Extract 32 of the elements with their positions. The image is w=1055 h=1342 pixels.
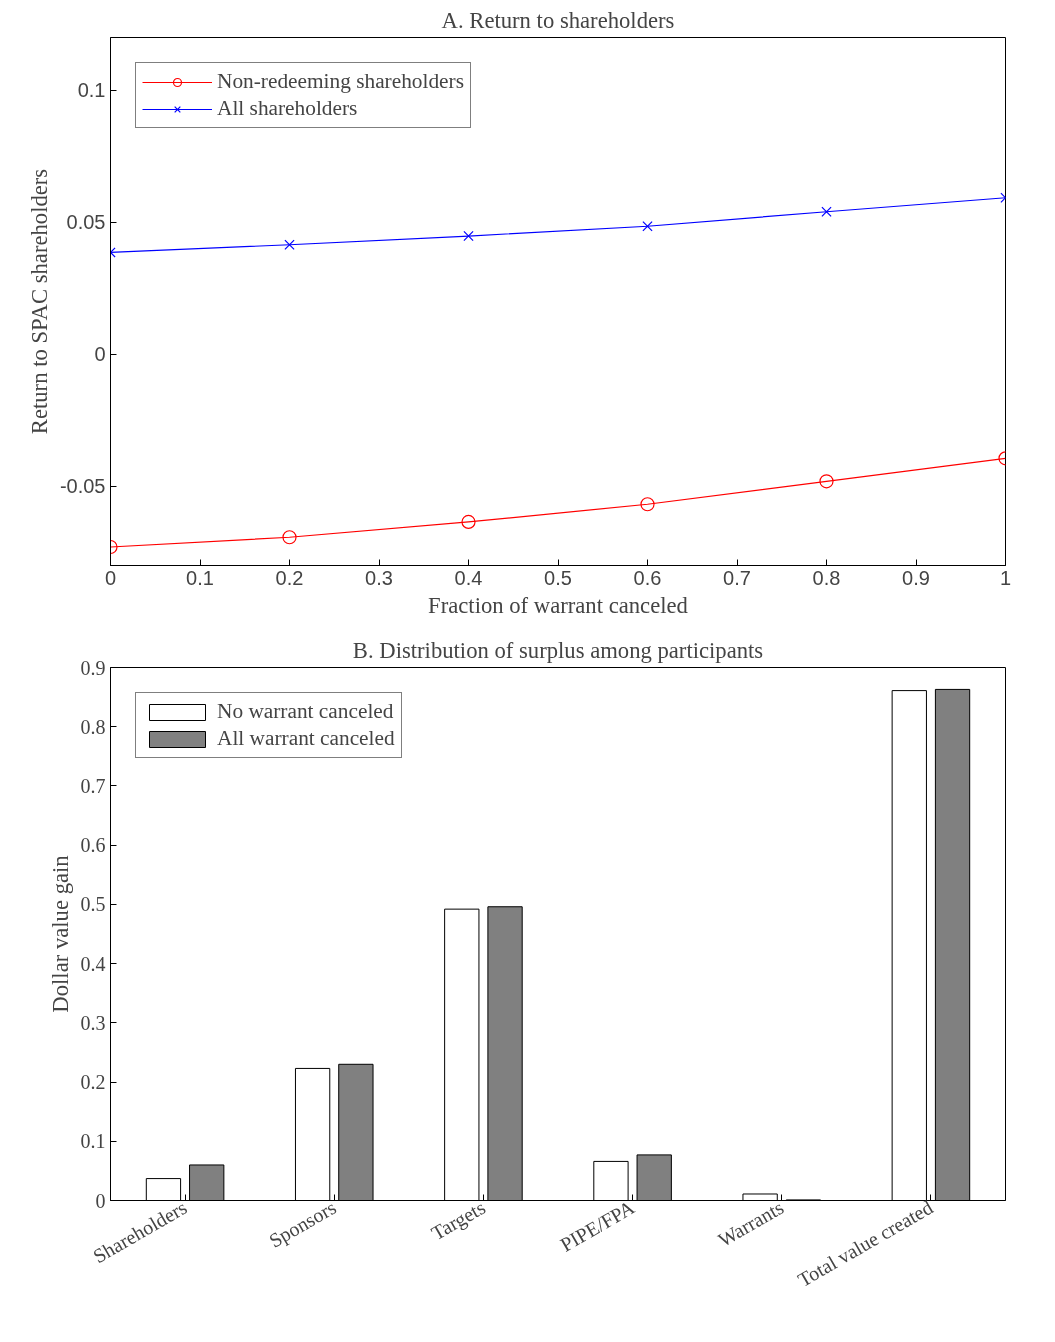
y-tick-label: 0.4 xyxy=(80,952,106,975)
legend-label: All shareholders xyxy=(217,96,358,121)
y-tick-label: -0.05 xyxy=(59,475,106,498)
legend-label: Non-redeeming shareholders xyxy=(217,69,464,94)
x-tick-label: 0.2 xyxy=(275,566,304,589)
y-tick-label: 0.1 xyxy=(77,79,106,102)
y-tick-label: 0.05 xyxy=(66,211,106,234)
x-axis-title: Fraction of warrant canceled xyxy=(428,592,689,618)
x-tick-label: 0.1 xyxy=(186,566,214,589)
y-tick-label: 0.8 xyxy=(80,715,106,738)
chart-title: B. Distribution of surplus among participants xyxy=(352,637,764,663)
y-tick-label: 0.3 xyxy=(80,1011,106,1034)
legend-label: All warrant canceled xyxy=(217,726,395,751)
x-tick-label: 0.3 xyxy=(365,566,393,589)
x-tick-label: 0.6 xyxy=(633,566,662,589)
y-tick-label: 0.6 xyxy=(80,834,106,857)
x-tick-label: 0.8 xyxy=(812,566,841,589)
y-tick-label: 0.2 xyxy=(80,1071,106,1094)
y-tick-label: 0.1 xyxy=(80,1130,106,1153)
y-axis-title: Return to SPAC shareholders xyxy=(26,168,52,435)
legend-label: No warrant canceled xyxy=(217,699,394,724)
y-axis-title: Dollar value gain xyxy=(47,855,73,1013)
x-tick-label: 0.4 xyxy=(454,566,483,589)
y-tick-label: 0.5 xyxy=(80,893,106,916)
x-tick-label: 0.5 xyxy=(544,566,572,589)
chart-title: A. Return to shareholders xyxy=(441,7,675,33)
y-tick-label: 0.9 xyxy=(80,656,106,679)
x-tick-label: 1 xyxy=(999,566,1012,589)
x-tick-label: 0.9 xyxy=(902,566,930,589)
x-tick-label: 0.7 xyxy=(723,566,751,589)
y-tick-label: 0.7 xyxy=(80,774,106,797)
y-tick-label: 0 xyxy=(94,343,106,366)
